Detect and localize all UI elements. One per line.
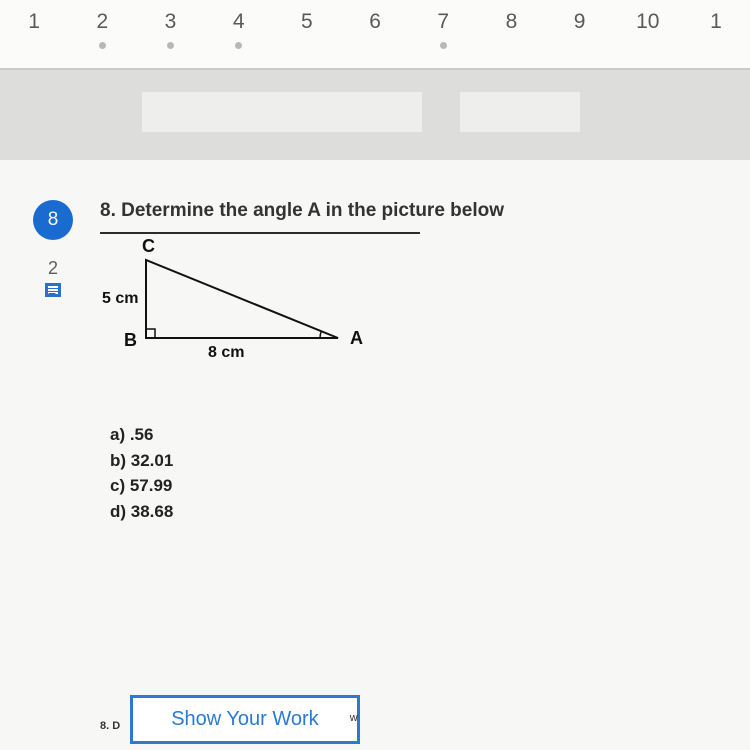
nav-item-5[interactable]: 5	[273, 4, 341, 34]
nav-dot-icon	[440, 42, 447, 49]
nav-item-10[interactable]: 10	[614, 4, 682, 34]
title-underline	[100, 232, 420, 234]
nav-number: 4	[205, 10, 273, 34]
question-nav-bar: 123456789101	[0, 0, 750, 70]
nav-item-2[interactable]: 2	[68, 4, 136, 49]
choice-d[interactable]: d) 38.68	[110, 499, 720, 525]
question-title: 8. Determine the angle A in the picture …	[100, 200, 720, 222]
nav-number: 10	[614, 10, 682, 34]
header-band-1	[142, 92, 422, 132]
nav-number: 2	[68, 10, 136, 34]
nav-dot-icon	[99, 42, 106, 49]
vertex-label-a: A	[350, 328, 363, 349]
answer-choices: a) .56b) 32.01c) 57.99d) 38.68	[110, 422, 720, 524]
footer-row: 8. D Show Your Work w	[100, 695, 360, 744]
footer-question-num: 8. D	[100, 720, 120, 744]
nav-number: 3	[136, 10, 204, 34]
nav-dot-icon	[167, 42, 174, 49]
side-label-cb: 5 cm	[102, 290, 138, 308]
question-content: 8. Determine the angle A in the picture …	[100, 200, 720, 524]
vertex-label-b: B	[124, 330, 137, 351]
side-label-ba: 8 cm	[208, 344, 244, 362]
nav-item-1[interactable]: 1	[682, 4, 750, 34]
choice-c[interactable]: c) 57.99	[110, 473, 720, 499]
nav-item-1[interactable]: 1	[0, 4, 68, 34]
vertex-label-c: C	[142, 236, 155, 257]
nav-number: 7	[409, 10, 477, 34]
worksheet-area: 8 2 8. Determine the angle A in the pict…	[0, 160, 750, 750]
nav-item-7[interactable]: 7	[409, 4, 477, 49]
chat-icon	[45, 283, 61, 297]
nav-number: 5	[273, 10, 341, 34]
nav-item-9[interactable]: 9	[546, 4, 614, 34]
header-band-2	[460, 92, 580, 132]
nav-dot-icon	[235, 42, 242, 49]
question-sidebar: 8 2	[30, 200, 76, 524]
nav-number: 6	[341, 10, 409, 34]
nav-item-6[interactable]: 6	[341, 4, 409, 34]
choice-a[interactable]: a) .56	[110, 422, 720, 448]
response-count[interactable]: 2	[45, 258, 61, 297]
nav-item-4[interactable]: 4	[205, 4, 273, 49]
triangle-diagram: C B A 5 cm 8 cm	[106, 252, 386, 392]
nav-number: 1	[682, 10, 750, 34]
response-count-number: 2	[45, 258, 61, 279]
nav-number: 9	[546, 10, 614, 34]
question-number-badge[interactable]: 8	[33, 200, 73, 240]
footer-tick-mark: w	[350, 712, 358, 724]
nav-item-3[interactable]: 3	[136, 4, 204, 49]
nav-item-8[interactable]: 8	[477, 4, 545, 34]
show-work-button[interactable]: Show Your Work	[130, 695, 360, 744]
triangle-svg	[106, 252, 386, 392]
nav-number: 8	[477, 10, 545, 34]
nav-number: 1	[0, 10, 68, 34]
choice-b[interactable]: b) 32.01	[110, 448, 720, 474]
